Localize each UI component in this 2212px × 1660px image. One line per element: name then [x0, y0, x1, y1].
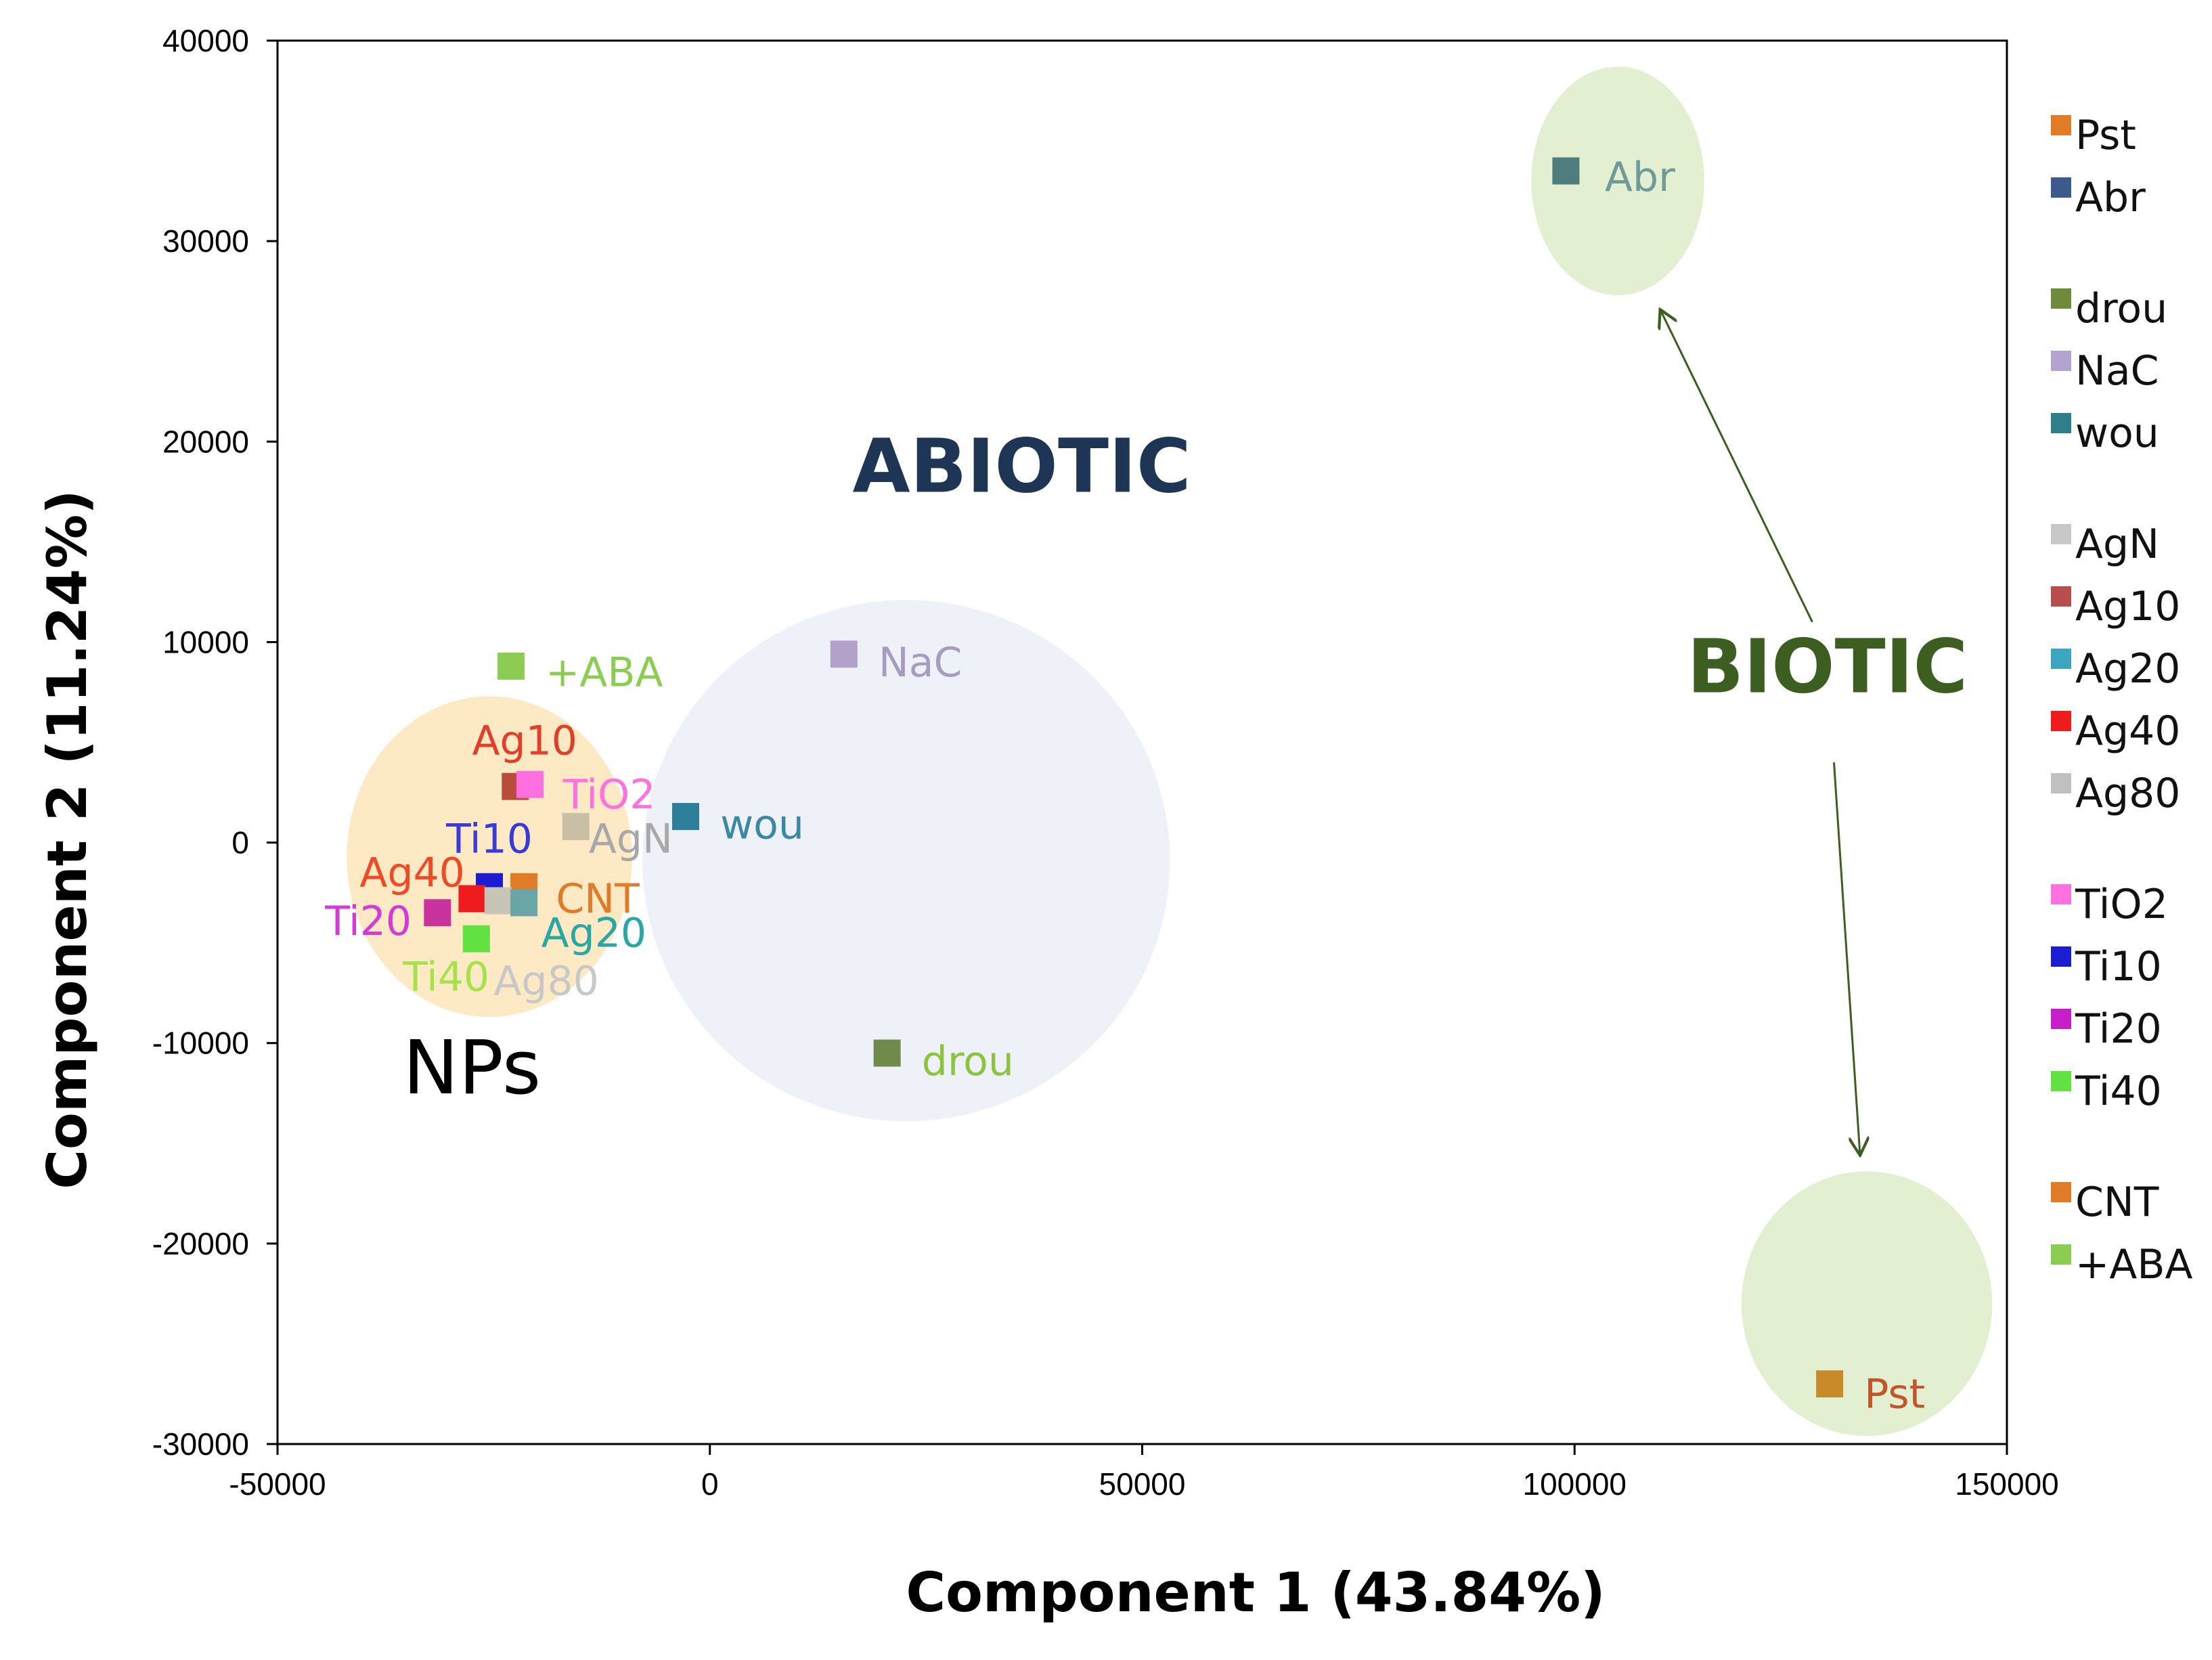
point-label-nac: NaC: [879, 639, 963, 686]
point-label-ag40: Ag40: [359, 850, 464, 897]
y-axis-title: Component 2 (11.24%): [36, 489, 99, 1189]
point-label-ti40: Ti40: [402, 954, 489, 1001]
point-labels: AbrPstNaCwoudrou+ABAAg10TiO2AgNTi10CNTAg…: [324, 154, 1925, 1418]
annotation-nps: NPs: [403, 1024, 541, 1111]
annotation-arrow-2: [1833, 762, 1860, 1153]
y-tick-label: -30000: [152, 1426, 249, 1462]
data-point-wou: [671, 803, 699, 831]
data-point-agn: [562, 812, 590, 840]
x-tick-label: 100000: [1523, 1466, 1627, 1502]
x-tick-label: -50000: [229, 1466, 326, 1502]
point-label-drou: drou: [922, 1038, 1014, 1085]
x-tick-label: 50000: [1099, 1466, 1186, 1502]
legend-swatch-ti40: [2051, 1071, 2071, 1091]
legend-label-abr: Abr: [2075, 174, 2146, 221]
point-label-ag10: Ag10: [472, 717, 577, 764]
legend-swatch-pst: [2051, 115, 2071, 135]
data-point-abr: [1552, 157, 1580, 185]
legend-swatch-ag40: [2051, 711, 2071, 731]
data-point-ti20: [424, 899, 451, 927]
point-label-tio2: TiO2: [562, 771, 656, 818]
cluster-region-1: [1531, 66, 1704, 296]
point-label-agn: AgN: [589, 815, 673, 862]
annotation-abiotic: ABIOTIC: [853, 422, 1191, 509]
legend-swatch-drou: [2051, 288, 2071, 309]
legend-swatch-agn: [2051, 524, 2071, 544]
annotation-biotic: BIOTIC: [1687, 623, 1968, 709]
legend-label-ti10: Ti10: [2075, 943, 2162, 990]
legend-swatch-ti20: [2051, 1009, 2071, 1029]
point-label-ag20: Ag20: [541, 910, 646, 957]
data-point-tio2: [516, 770, 544, 798]
group-annotations: ABIOTIC BIOTIC NPs: [403, 422, 1968, 1110]
point-label-wou: wou: [720, 802, 804, 849]
legend-label-cnt: CNT: [2075, 1179, 2159, 1226]
y-tick-label: 20000: [162, 424, 249, 459]
legend-swatch-aba: [2051, 1244, 2071, 1265]
y-tick-label: 10000: [162, 624, 249, 659]
y-tick-label: 30000: [162, 223, 249, 259]
data-point-ag80: [484, 887, 512, 915]
legend-label-drou: drou: [2075, 285, 2167, 332]
cluster-region-2: [1741, 1171, 1993, 1437]
data-point-pst: [1816, 1370, 1844, 1398]
annotation-arrow-1: [1661, 311, 1813, 623]
annotation-arrows: [1661, 311, 1860, 1154]
legend-swatch-abr: [2051, 177, 2071, 198]
point-label-abr: Abr: [1605, 154, 1675, 201]
cluster-regions: [347, 66, 1993, 1437]
legend-label-ag80: Ag80: [2075, 770, 2180, 817]
legend-label-wou: wou: [2075, 410, 2159, 457]
data-point-drou: [873, 1039, 901, 1067]
legend-swatch-wou: [2051, 413, 2071, 433]
point-label-ti10: Ti10: [445, 815, 533, 862]
x-tick-label: 150000: [1955, 1466, 2059, 1502]
legend-swatch-ag80: [2051, 773, 2071, 793]
data-point-aba: [497, 652, 525, 680]
cluster-region-3: [642, 600, 1170, 1122]
legend-label-tio2: TiO2: [2075, 881, 2168, 928]
legend-swatch-tio2: [2051, 884, 2071, 904]
point-label-cnt: CNT: [556, 875, 640, 923]
point-label-ti20: Ti20: [324, 898, 412, 945]
cluster-region-4: [347, 696, 632, 1018]
x-axis-title: Component 1 (43.84%): [906, 1561, 1605, 1624]
legend-swatch-cnt: [2051, 1182, 2071, 1202]
legend-swatch-ti10: [2051, 946, 2071, 967]
data-point-nac: [830, 640, 858, 668]
y-tick-label: 40000: [162, 23, 249, 58]
legend-label-ag40: Ag40: [2075, 707, 2180, 755]
axis-ticks: -50000 0 50000 100000 150000-30000-20000-100…: [152, 23, 2059, 1502]
legend-label-nac: NaC: [2075, 347, 2159, 395]
legend-label-aba: +ABA: [2075, 1241, 2193, 1288]
y-tick-label: -10000: [152, 1026, 249, 1061]
legend-swatch-nac: [2051, 351, 2071, 371]
point-label-pst: Pst: [1864, 1371, 1925, 1418]
legend-label-ti20: Ti20: [2075, 1005, 2162, 1053]
y-tick-label: 0: [231, 825, 249, 860]
point-label-aba: +ABA: [546, 649, 663, 697]
legend-label-ag20: Ag20: [2075, 645, 2180, 693]
x-tick-label: 0: [701, 1466, 719, 1502]
point-label-ag80: Ag80: [493, 958, 598, 1005]
legend-label-ag10: Ag10: [2075, 583, 2180, 630]
legend-swatch-ag10: [2051, 586, 2071, 607]
legend-swatch-ag20: [2051, 649, 2071, 669]
legend-label-pst: Pst: [2075, 112, 2136, 159]
legend: Pst Abr drou NaC wou AgN Ag10 Ag20 Ag40 Ag80 TiO2 T…: [2051, 112, 2193, 1288]
legend-label-ti40: Ti40: [2075, 1068, 2162, 1115]
y-tick-label: -20000: [152, 1226, 249, 1261]
data-point-ti40: [462, 925, 490, 953]
data-point-ag40: [458, 885, 486, 913]
data-point-ag20: [510, 889, 538, 917]
legend-label-agn: AgN: [2075, 521, 2159, 568]
data-points: [424, 157, 1844, 1398]
